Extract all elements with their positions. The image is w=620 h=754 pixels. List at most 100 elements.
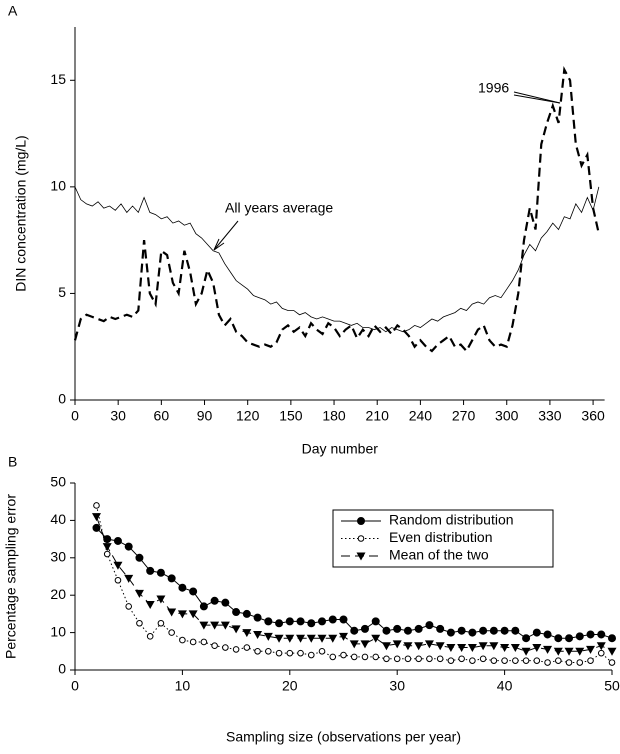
- marker: [490, 657, 498, 664]
- marker: [372, 653, 380, 661]
- marker: [586, 630, 595, 639]
- marker: [360, 640, 370, 649]
- marker: [113, 561, 123, 570]
- marker: [415, 655, 422, 663]
- legend-label: Mean of the two: [389, 547, 489, 563]
- marker: [113, 536, 122, 545]
- marker: [575, 647, 585, 656]
- marker: [157, 619, 165, 627]
- marker: [543, 645, 553, 654]
- marker: [125, 603, 132, 610]
- marker: [512, 657, 519, 664]
- marker: [564, 647, 574, 656]
- marker: [457, 644, 467, 653]
- marker: [168, 629, 175, 636]
- marker: [188, 610, 198, 619]
- marker: [447, 657, 455, 664]
- y-tick-label: 20: [50, 586, 66, 602]
- y-tick-label: 15: [50, 71, 66, 87]
- marker: [328, 634, 338, 643]
- marker: [360, 624, 369, 633]
- marker: [478, 642, 488, 651]
- y-tick-label: 40: [50, 511, 66, 527]
- marker: [383, 655, 390, 663]
- marker: [253, 613, 262, 622]
- marker: [414, 642, 424, 651]
- marker: [458, 655, 465, 663]
- y-tick-label: 0: [58, 661, 66, 677]
- legend-marker: [357, 535, 365, 542]
- marker: [565, 659, 573, 666]
- marker: [243, 644, 251, 651]
- marker: [318, 617, 327, 626]
- marker: [275, 619, 284, 628]
- marker: [92, 523, 101, 532]
- marker: [500, 626, 509, 635]
- marker: [211, 642, 218, 649]
- legend-label: Random distribution: [389, 512, 514, 528]
- marker: [339, 615, 348, 624]
- marker: [576, 659, 584, 666]
- marker: [555, 657, 562, 664]
- marker: [554, 634, 563, 643]
- x-tick-label: 60: [154, 408, 170, 424]
- marker: [306, 634, 316, 643]
- legend-marker: [356, 552, 366, 561]
- marker: [329, 653, 337, 661]
- marker: [436, 624, 445, 633]
- marker: [446, 644, 456, 653]
- series-line: [74, 186, 600, 333]
- series-line: [73, 65, 600, 353]
- marker: [242, 629, 252, 638]
- marker: [135, 553, 144, 562]
- marker: [93, 502, 100, 509]
- marker: [124, 574, 134, 583]
- marker: [221, 598, 230, 607]
- marker: [286, 649, 294, 657]
- x-tick-label: 270: [452, 408, 476, 424]
- y-tick-label: 10: [50, 178, 66, 194]
- marker: [254, 648, 261, 655]
- x-tick-label: 210: [366, 408, 390, 424]
- marker: [393, 624, 402, 633]
- marker: [103, 550, 111, 558]
- marker: [136, 619, 143, 627]
- marker: [586, 645, 596, 654]
- marker: [297, 649, 304, 657]
- marker: [350, 626, 359, 635]
- marker: [392, 640, 402, 649]
- legend-marker: [357, 517, 365, 525]
- marker: [317, 634, 327, 643]
- marker: [424, 640, 434, 649]
- marker: [307, 651, 315, 659]
- x-tick-label: 40: [497, 678, 513, 694]
- marker: [393, 655, 401, 663]
- marker: [232, 646, 240, 653]
- marker: [200, 638, 208, 646]
- marker: [156, 595, 166, 604]
- marker: [220, 621, 230, 630]
- y-axis-title: DIN concentration (mg/L): [13, 135, 29, 291]
- x-tick-label: 0: [71, 678, 79, 694]
- marker: [521, 647, 531, 656]
- marker: [124, 542, 133, 551]
- marker: [178, 583, 187, 592]
- marker: [608, 659, 616, 666]
- marker: [349, 640, 359, 649]
- x-tick-label: 30: [110, 408, 126, 424]
- panel-label: A: [8, 3, 18, 19]
- marker: [553, 647, 563, 656]
- annotation-arrow: [213, 220, 239, 251]
- marker: [91, 513, 101, 522]
- marker: [350, 653, 358, 661]
- marker: [575, 632, 584, 641]
- marker: [114, 576, 122, 584]
- x-tick-label: 10: [175, 678, 191, 694]
- marker: [307, 619, 316, 628]
- marker: [532, 644, 542, 653]
- marker: [199, 621, 209, 630]
- marker: [361, 653, 369, 661]
- marker: [469, 657, 476, 664]
- marker: [511, 626, 520, 635]
- marker: [231, 625, 241, 634]
